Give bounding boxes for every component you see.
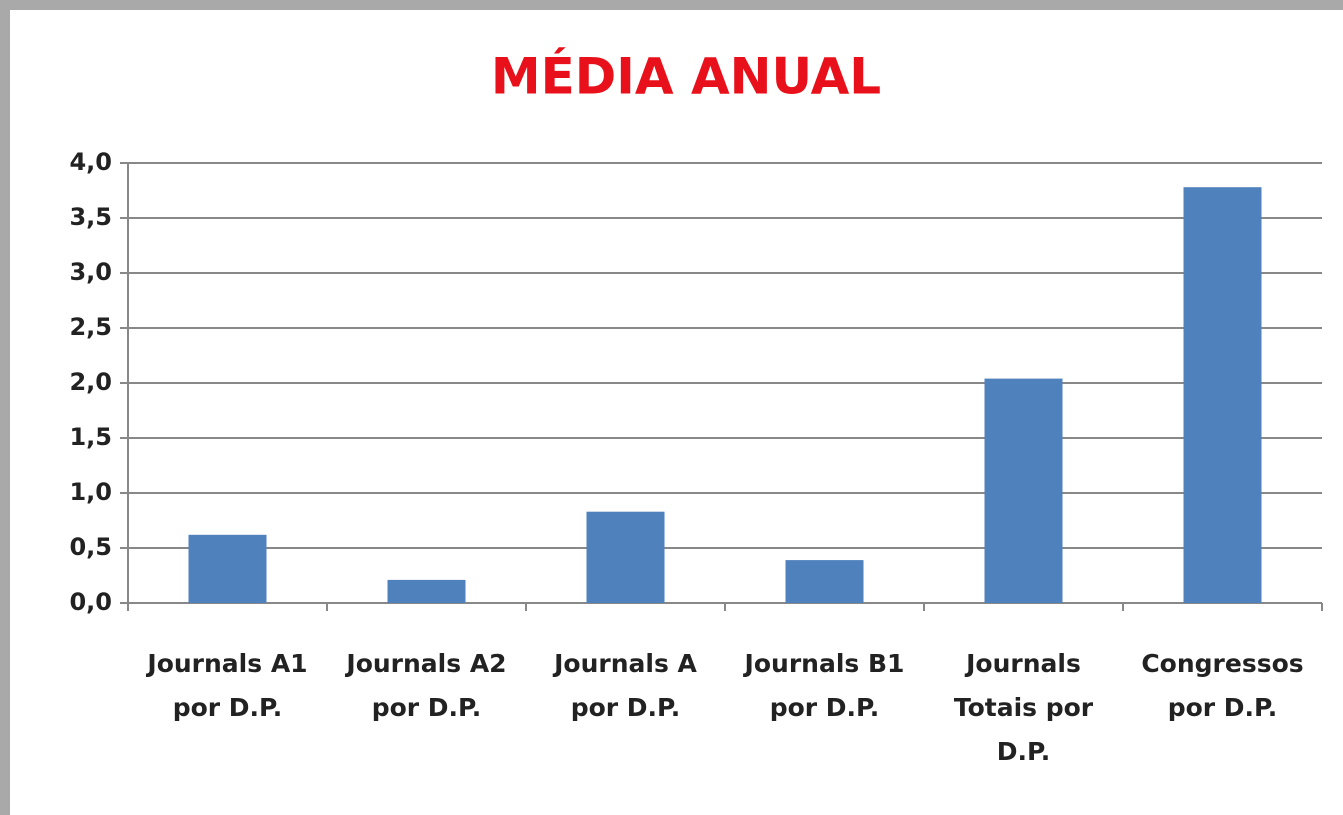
- bar: [785, 560, 864, 603]
- y-tick-label: 1,0: [69, 478, 112, 506]
- x-tick-label: Journals Totais por D.P.: [953, 649, 1094, 766]
- y-tick-label: 4,0: [69, 148, 112, 176]
- chart-frame: [10, 10, 1343, 815]
- x-tick-label: Journals A2 por D.P.: [346, 649, 507, 722]
- bar: [387, 579, 466, 603]
- bar: [1183, 187, 1262, 603]
- y-tick-label: 2,5: [69, 313, 112, 341]
- x-tick-label: Congressos por D.P.: [1141, 649, 1304, 722]
- x-tick-label: Journals A1 por D.P.: [147, 649, 308, 722]
- y-tick-label: 3,0: [69, 258, 112, 286]
- y-tick-label: 0,5: [69, 533, 112, 561]
- y-tick-label: 2,0: [69, 368, 112, 396]
- bar: [188, 534, 267, 603]
- x-tick-label: Journals B1 por D.P.: [744, 649, 905, 722]
- bar: [586, 511, 665, 603]
- y-tick-label: 1,5: [69, 423, 112, 451]
- y-tick-label: 3,5: [69, 203, 112, 231]
- y-tick-label: 0,0: [69, 588, 112, 616]
- bar: [984, 378, 1063, 603]
- chart-title: MÉDIA ANUAL: [491, 47, 881, 106]
- x-tick-label: Journals A por D.P.: [554, 649, 697, 722]
